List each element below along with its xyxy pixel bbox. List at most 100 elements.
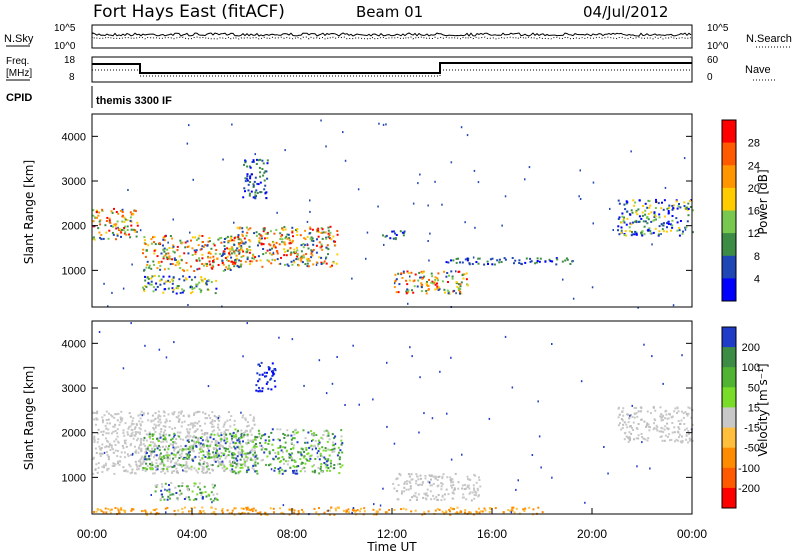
range-cell	[220, 440, 222, 443]
range-cell	[337, 506, 340, 509]
range-cell	[154, 426, 157, 429]
range-cell	[130, 509, 133, 512]
range-cell	[449, 476, 452, 479]
range-cell	[241, 450, 244, 453]
range-cell	[617, 199, 620, 202]
range-cell	[631, 404, 633, 407]
range-cell	[217, 423, 220, 426]
range-cell	[247, 456, 250, 459]
range-cell	[251, 467, 254, 470]
range-cell	[212, 499, 215, 502]
range-cell	[635, 233, 638, 236]
range-cell	[391, 230, 394, 233]
range-cell	[187, 441, 190, 443]
range-cell	[99, 236, 102, 239]
range-cell	[664, 186, 667, 189]
range-cell	[635, 437, 638, 440]
range-cell	[194, 442, 197, 445]
range-cell	[191, 490, 194, 493]
range-cell	[96, 209, 98, 212]
range-cell	[167, 495, 170, 498]
range-cell	[134, 229, 137, 232]
range-cell	[223, 464, 226, 467]
colorbar-swatch	[722, 187, 736, 211]
range-cell	[238, 453, 241, 456]
range-cell	[199, 448, 201, 451]
range-cell	[656, 426, 659, 428]
range-cell	[295, 246, 298, 249]
range-cell	[488, 511, 491, 513]
range-cell	[113, 224, 116, 227]
range-cell	[268, 260, 270, 263]
range-cell	[157, 275, 160, 278]
range-cell	[198, 443, 201, 446]
range-cell	[106, 467, 109, 470]
range-cell	[179, 464, 182, 467]
range-cell	[303, 237, 306, 240]
range-cell	[326, 435, 329, 438]
noise-left-tick-bottom: 10^0	[54, 41, 76, 52]
range-cell	[153, 249, 156, 252]
range-cell	[397, 272, 400, 275]
range-cell	[162, 425, 165, 428]
range-cell	[454, 512, 457, 515]
range-cell	[513, 511, 516, 514]
range-cell	[311, 470, 314, 473]
range-cell	[224, 268, 227, 271]
range-cell	[215, 450, 218, 453]
range-cell	[155, 445, 158, 447]
range-cell	[192, 447, 194, 450]
range-cell	[182, 469, 184, 472]
range-cell	[190, 444, 193, 447]
range-cell	[687, 412, 690, 415]
range-cell	[456, 285, 459, 288]
range-cell	[228, 450, 231, 453]
range-cell	[113, 416, 116, 419]
range-cell	[415, 473, 418, 476]
range-cell	[111, 211, 114, 214]
range-cell	[178, 454, 181, 457]
range-cell	[438, 508, 441, 511]
range-cell	[234, 472, 237, 475]
range-cell	[193, 482, 196, 485]
range-cell	[221, 462, 224, 465]
range-cell	[363, 510, 366, 513]
range-cell	[415, 482, 418, 485]
range-cell	[186, 453, 189, 456]
range-cell	[201, 465, 204, 468]
range-cell	[517, 479, 519, 482]
range-cell	[284, 243, 287, 246]
range-cell	[201, 497, 204, 500]
velocity-scatter	[92, 322, 694, 516]
range-cell	[300, 250, 303, 253]
range-cell	[566, 258, 569, 261]
range-cell	[179, 445, 182, 448]
range-cell	[443, 270, 446, 273]
range-cell	[258, 432, 261, 435]
range-cell	[165, 511, 167, 514]
range-cell	[188, 510, 190, 513]
range-cell	[182, 275, 185, 278]
range-cell	[405, 488, 408, 491]
range-cell	[241, 466, 244, 469]
range-cell	[248, 192, 251, 195]
range-cell	[290, 459, 293, 462]
range-cell	[226, 247, 229, 250]
range-cell	[667, 223, 670, 225]
range-cell	[252, 254, 255, 257]
range-cell	[302, 256, 305, 259]
colorbar-tick-label: 20	[748, 183, 760, 195]
range-cell	[151, 414, 154, 417]
range-cell	[213, 415, 216, 417]
range-cell	[135, 449, 138, 452]
range-cell	[660, 419, 663, 422]
range-cell	[280, 235, 283, 238]
range-cell	[193, 457, 196, 460]
range-cell	[274, 467, 277, 469]
range-cell	[401, 490, 403, 493]
range-cell	[253, 443, 256, 446]
range-cell	[172, 446, 175, 449]
range-cell	[249, 181, 251, 183]
range-cell	[232, 261, 235, 264]
range-cell	[215, 287, 218, 290]
